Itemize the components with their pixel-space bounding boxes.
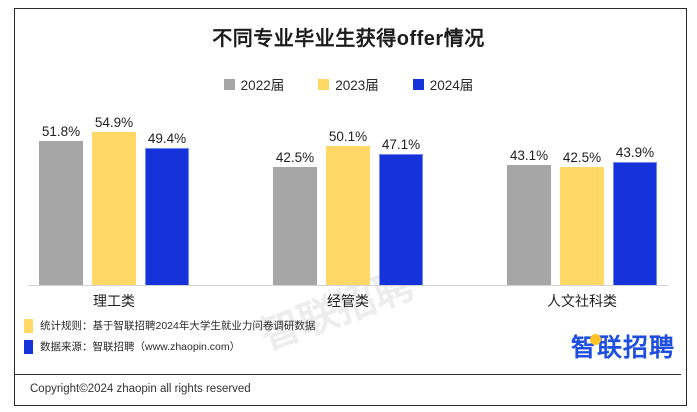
footnote-data-source: 数据来源：智联招聘（www.zhaopin.com） <box>24 339 354 354</box>
footnote-marker-icon-blue <box>24 339 33 354</box>
chart-title: 不同专业毕业生获得offer情况 <box>212 28 485 50</box>
bar-rect[interactable] <box>273 167 317 286</box>
bar-rect[interactable] <box>39 141 83 286</box>
bar-value-label: 54.9% <box>94 114 134 130</box>
x-axis-tick-label: 经管类 <box>327 293 369 309</box>
legend-label-2024: 2024届 <box>429 78 474 93</box>
legend-label-2022: 2022届 <box>240 78 285 93</box>
bar-value-label: 43.1% <box>509 147 549 163</box>
zhaopin-logo: 智联招聘 <box>570 334 675 362</box>
footnote-text: 数据来源：智联招聘（www.zhaopin.com） <box>40 341 241 353</box>
chart-footnotes: 统计规则：基于智联招聘2024年大学生就业力问卷调研数据 数据来源：智联招聘（w… <box>24 318 354 360</box>
chart-plot-area: 智联招聘 51.8% 54.9% 49.4% 42.5% <box>28 100 668 359</box>
bar-rect[interactable] <box>613 162 657 286</box>
footer-divider <box>15 374 681 375</box>
bar-item[interactable]: 51.8% <box>39 100 83 286</box>
bar-item[interactable]: 43.9% <box>613 100 657 286</box>
bar-value-label: 42.5% <box>562 149 602 165</box>
x-axis-category-labels: 理工类 经管类 人文社科类 <box>28 291 668 311</box>
legend-item-2024[interactable]: 2024届 <box>412 74 474 94</box>
bar-item[interactable]: 54.9% <box>92 100 136 286</box>
bar-rect[interactable] <box>92 132 136 286</box>
sun-icon <box>589 334 601 345</box>
bar-group-liGongLei: 51.8% 54.9% 49.4% <box>28 100 200 286</box>
x-axis-line <box>28 285 668 286</box>
bar-rect[interactable] <box>326 146 370 286</box>
legend-swatch-icon-2022 <box>223 78 235 90</box>
copyright-text: Copyright©2024 zhaopin all rights reserv… <box>30 383 251 395</box>
x-axis-tick-label: 理工类 <box>93 293 135 309</box>
bar-item[interactable]: 47.1% <box>379 100 423 286</box>
legend-swatch-icon-2024 <box>412 78 424 90</box>
bar-value-label: 51.8% <box>41 123 81 139</box>
bar-groups: 51.8% 54.9% 49.4% 42.5% 50.1% <box>28 100 668 286</box>
logo-text: 智联招聘 <box>570 334 675 362</box>
bar-item[interactable]: 49.4% <box>145 100 189 286</box>
bar-group-jingGuanLei: 42.5% 50.1% 47.1% <box>262 100 434 286</box>
legend-item-2022[interactable]: 2022届 <box>223 74 285 94</box>
bar-rect[interactable] <box>145 148 189 286</box>
bar-value-label: 43.9% <box>615 144 655 160</box>
bar-item[interactable]: 50.1% <box>326 100 370 286</box>
legend-item-2023[interactable]: 2023届 <box>318 74 379 94</box>
bar-value-label: 50.1% <box>328 128 368 144</box>
legend-label-2023: 2023届 <box>335 78 379 93</box>
bar-group-renWenSheKeLei: 43.1% 42.5% 43.9% <box>496 100 668 286</box>
bar-value-label: 42.5% <box>275 149 315 165</box>
chart-legend: 2022届 2023届 2024届 <box>0 74 697 94</box>
footnote-text: 统计规则：基于智联招聘2024年大学生就业力问卷调研数据 <box>40 320 316 332</box>
footnote-statistics-rule: 统计规则：基于智联招聘2024年大学生就业力问卷调研数据 <box>24 318 354 333</box>
x-axis-tick-label: 人文社科类 <box>547 293 617 309</box>
bar-rect[interactable] <box>507 165 551 286</box>
bar-item[interactable]: 42.5% <box>560 100 604 286</box>
bar-value-label: 49.4% <box>147 130 187 146</box>
legend-swatch-icon-2023 <box>318 78 330 90</box>
footnote-marker-icon-yellow <box>24 318 33 333</box>
bar-rect[interactable] <box>379 154 423 286</box>
bar-rect[interactable] <box>560 167 604 286</box>
bar-item[interactable]: 42.5% <box>273 100 317 286</box>
bar-value-label: 47.1% <box>381 136 421 152</box>
bar-item[interactable]: 43.1% <box>507 100 551 286</box>
